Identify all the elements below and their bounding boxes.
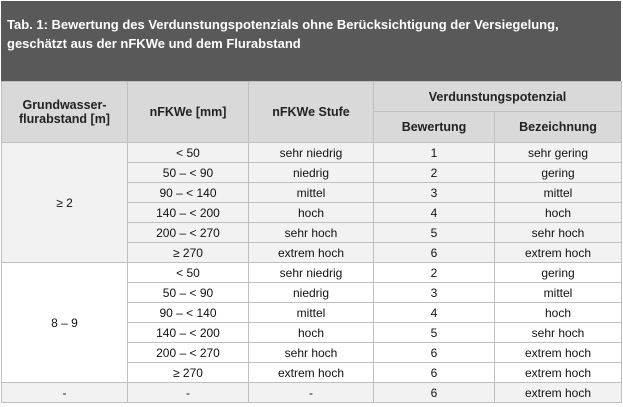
table-cell: 50 – < 90	[127, 162, 249, 183]
table-body: ≥ 2 < 50 sehr niedrig 1 sehr gering 50 – < 90…	[1, 142, 623, 403]
table-cell: 50 – < 90	[127, 282, 249, 303]
header-cell: nFKWe [mm]	[127, 81, 249, 143]
table-cell: sehr niedrig	[248, 262, 374, 283]
table-cell: < 50	[127, 142, 249, 163]
table-cell: extrem hoch	[493, 242, 623, 263]
table-cell: 6	[373, 382, 495, 403]
table-cell: extrem hoch	[248, 242, 374, 263]
header-cell: Bewertung	[373, 111, 495, 143]
header-cell: Verdunstungspotenzial	[372, 81, 623, 112]
table-row: ≥ 270 extrem hoch 6 extrem hoch	[2, 362, 623, 383]
table-cell: 3	[373, 282, 495, 303]
group-cell: 8 – 9	[1, 262, 128, 383]
table-cell: gering	[493, 162, 623, 183]
table-cell: ≥ 270	[127, 362, 249, 383]
table-cell: 1	[373, 142, 495, 163]
table-cell: mittel	[493, 182, 623, 203]
table-cell: 140 – < 200	[127, 202, 249, 223]
table-row: ≥ 270 extrem hoch 6 extrem hoch	[2, 242, 623, 263]
group-cell: ≥ 2	[1, 142, 128, 263]
table-row: 90 – < 140 mittel 3 mittel	[2, 182, 623, 203]
table-cell: 6	[373, 362, 495, 383]
table-row: 8 – 9 < 50 sehr niedrig 2 gering	[1, 262, 623, 383]
table-row: 90 – < 140 mittel 4 hoch	[2, 302, 623, 323]
table-cell: sehr hoch	[248, 222, 374, 243]
table-cell: 140 – < 200	[127, 322, 249, 343]
table: Grundwasser-flurabstand [m] nFKWe [mm] n…	[1, 81, 623, 403]
table-row: 200 – < 270 sehr hoch 5 sehr hoch	[2, 222, 623, 243]
table-row: ≥ 2 < 50 sehr niedrig 1 sehr gering	[1, 142, 623, 263]
table-cell: 200 – < 270	[127, 222, 249, 243]
table-cell: hoch	[248, 202, 374, 223]
table-cell: -	[248, 382, 374, 403]
table-cell: sehr hoch	[493, 322, 623, 343]
table-cell: 5	[373, 222, 495, 243]
table-cell: hoch	[493, 302, 623, 323]
table-cell: 3	[373, 182, 495, 203]
table-cell: extrem hoch	[493, 342, 623, 363]
table-cell: 90 – < 140	[127, 182, 249, 203]
table-cell: sehr hoch	[493, 222, 623, 243]
table-cell: 5	[373, 322, 495, 343]
table-cell: 4	[373, 202, 495, 223]
table-cell: ≥ 270	[127, 242, 249, 263]
header-text: Grundwasser-	[22, 98, 107, 112]
table-cell: 4	[373, 302, 495, 323]
table-cell: extrem hoch	[493, 362, 623, 383]
table-cell: mittel	[248, 302, 374, 323]
group-cell: -	[1, 382, 128, 403]
table-row: 140 – < 200 hoch 5 sehr hoch	[2, 322, 623, 343]
header-cell: Grundwasser-flurabstand [m]	[1, 81, 128, 143]
table-cell: 6	[373, 342, 495, 363]
table-cell: sehr hoch	[248, 342, 374, 363]
table-cell: sehr gering	[493, 142, 623, 163]
table-cell: 2	[373, 162, 495, 183]
table-cell: extrem hoch	[493, 382, 623, 403]
table-cell: < 50	[127, 262, 249, 283]
table-cell: 200 – < 270	[127, 342, 249, 363]
table-cell: niedrig	[248, 282, 374, 303]
table-cell: 2	[373, 262, 495, 283]
header-row: Bewertung Bezeichnung	[2, 111, 623, 143]
table-row: 200 – < 270 sehr hoch 6 extrem hoch	[2, 342, 623, 363]
header-row: Grundwasser-flurabstand [m] nFKWe [mm] n…	[1, 81, 623, 143]
table-cell: 90 – < 140	[127, 302, 249, 323]
header-cell: Bezeichnung	[493, 111, 623, 143]
table-cell: sehr niedrig	[248, 142, 374, 163]
table-cell: extrem hoch	[248, 362, 374, 383]
table-cell: mittel	[248, 182, 374, 203]
table-row: 140 – < 200 hoch 4 hoch	[2, 202, 623, 223]
table-cell: hoch	[493, 202, 623, 223]
header-text: flurabstand [m]	[19, 112, 110, 126]
table-head: Grundwasser-flurabstand [m] nFKWe [mm] n…	[1, 81, 623, 143]
table-row: 50 – < 90 niedrig 2 gering	[2, 162, 623, 183]
table-cell: -	[127, 382, 249, 403]
table-title: Tab. 1: Bewertung des Verdunstungspotenz…	[1, 1, 621, 81]
header-cell: nFKWe Stufe	[248, 81, 374, 143]
table-row: - - -6 extrem hoch	[1, 382, 623, 403]
table-cell: gering	[493, 262, 623, 283]
table-cell: hoch	[248, 322, 374, 343]
table-cell: mittel	[493, 282, 623, 303]
table-cell: niedrig	[248, 162, 374, 183]
table-cell: 6	[373, 242, 495, 263]
